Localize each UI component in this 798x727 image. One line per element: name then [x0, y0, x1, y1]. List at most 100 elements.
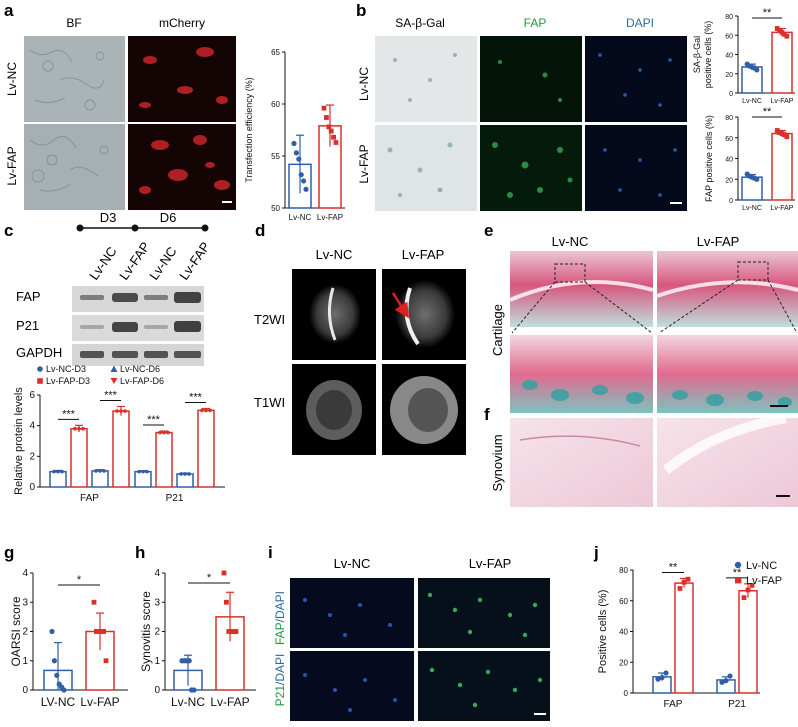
c-data-point: [102, 469, 106, 473]
g-category-label: LV-NC: [41, 695, 76, 709]
b_bottom-data-point: [754, 176, 760, 182]
panel-b-title-dapi: DAPI: [626, 16, 654, 30]
b_top-data-point: [784, 33, 790, 39]
g-significance-label: *: [77, 574, 82, 586]
b_top-ytick-label: 20: [725, 72, 733, 79]
g-y-axis-title: OARSI score: [9, 596, 23, 666]
c-bar: [155, 431, 173, 488]
g-ytick-label: 4: [22, 568, 28, 579]
c-legend-label: Lv-FAP-D6: [120, 376, 164, 386]
c-significance-label: ***: [147, 414, 161, 426]
j-ytick-label: 20: [619, 658, 628, 667]
c-data-point: [56, 469, 60, 474]
bf-image-fap: [24, 124, 125, 210]
a-y-axis-title: Transfection efficiency (%): [244, 77, 254, 183]
chart-g: 0 1 2 3 4 LV-NC Lv-FAP * OARSI score: [9, 568, 128, 709]
b_top-y-axis-title: positive cells (%): [703, 21, 713, 89]
c-significance-label: ***: [104, 390, 118, 402]
b_bottom-ytick-label: 80: [725, 115, 733, 122]
b_bottom-data-point: [774, 128, 780, 133]
panel-c-blot: D3 D6 Lv-NC Lv-FAP Lv-NC Lv-FAP FAP P21 …: [16, 210, 213, 366]
c-bar: [134, 470, 152, 488]
j-legend-marker: [735, 577, 742, 584]
j-data-point: [719, 679, 725, 685]
panel-d-mri: Lv-NC Lv-FAP T2WI T1WI: [254, 247, 466, 455]
lane-label-2: Lv-FAP: [116, 239, 153, 283]
if-row-label-fap: FAP/DAPI: [273, 591, 287, 645]
chart-b-bottom: 0 20 40 60 80 Lv-NC Lv-FAP ** FAP positive cells…: [704, 106, 795, 212]
synovium-row-label: Synovium: [490, 434, 505, 491]
j-data-point: [741, 595, 747, 601]
panel-letter-c: c: [4, 221, 13, 240]
c-legend-marker: [110, 365, 118, 372]
a-data-point: [326, 124, 332, 130]
a-data-point: [301, 178, 307, 184]
b_top-ytick-label: 0: [729, 91, 733, 98]
j-legend-marker: [734, 561, 742, 569]
h-data-point: [224, 599, 229, 605]
j-data-point: [685, 576, 691, 582]
h-y-axis-title: Synovitis score: [139, 591, 153, 672]
synovium-image-nc: [510, 418, 653, 507]
c-data-point: [166, 430, 170, 435]
a-ytick-label: 60: [271, 100, 280, 109]
c-data-point: [137, 469, 141, 474]
j-ytick-label: 0: [624, 689, 629, 698]
c-ytick-label: 4: [29, 421, 35, 432]
c-category-label: P21: [166, 493, 184, 504]
mri-row-t2wi: T2WI: [254, 312, 285, 327]
time-label-d3: D3: [100, 210, 117, 225]
chart-a: 50 55 60 65 Lv-NC Lv-FAP Transfection efficien…: [244, 48, 345, 222]
a-data-point: [296, 156, 302, 162]
h-data-point: [233, 629, 239, 634]
j-bar: [738, 590, 758, 694]
h-ytick-label: 4: [154, 568, 160, 579]
j-significance-label: **: [733, 567, 742, 579]
c-data-point: [60, 469, 64, 474]
panel-a-title-mcherry: mCherry: [159, 16, 205, 30]
c-data-point: [200, 408, 204, 413]
j-legend-label: Lv-FAP: [746, 575, 782, 587]
a-data-point: [293, 150, 299, 156]
c-legend-marker: [37, 378, 43, 384]
b_top-ytick-label: 80: [725, 14, 733, 21]
mcherry-image-nc: [128, 36, 236, 122]
b_bottom-category-label: Lv-FAP: [771, 205, 794, 212]
h-data-point: [221, 570, 227, 576]
j-ytick-label: 80: [619, 566, 628, 575]
mri-title-nc: Lv-NC: [316, 247, 353, 262]
panel-i-fluorescence: Lv-NC Lv-FAP FAP/DAPI P21/DAPI: [273, 556, 550, 721]
j-category-label: P21: [728, 699, 746, 710]
c-category-label: FAP: [80, 493, 99, 504]
c-legend-label: Lv-NC-D3: [46, 364, 86, 374]
panel-letter-e: e: [484, 221, 493, 240]
sagal-image-nc: [375, 36, 477, 122]
time-label-d6: D6: [160, 210, 177, 225]
c-y-axis-title: Relative protein levels: [13, 387, 25, 495]
g-data-point: [103, 658, 109, 664]
blot-label-p21: P21: [16, 318, 39, 333]
mcherry-image-fap: [128, 124, 236, 210]
g-data-point: [91, 599, 97, 605]
chart-b-top: 0 20 40 60 80 Lv-NC Lv-FAP ** SA-β-Gal positive c…: [692, 7, 795, 105]
h-data-point: [226, 629, 232, 634]
c-ytick-label: 6: [29, 390, 35, 401]
h-ytick-label: 3: [154, 597, 160, 608]
b_bottom-ytick-label: 0: [729, 198, 733, 205]
c-data-point: [52, 469, 56, 474]
j-data-point: [659, 675, 665, 681]
chart-j: 0 20 40 60 80 ** FAP ** P21 Positive cells (%) Lv-…: [597, 560, 782, 710]
c-ytick-label: 0: [29, 482, 35, 493]
panel-letter-f: f: [484, 405, 490, 424]
c-legend-marker: [110, 378, 118, 384]
panel-a-images: BF mCherry Lv-NC Lv-FAP: [5, 16, 236, 210]
j-data-point: [749, 582, 755, 588]
c-data-point: [187, 472, 191, 476]
b_bottom-ytick-label: 40: [725, 157, 733, 164]
c-data-point: [94, 469, 98, 473]
if-p21-fap: [418, 651, 550, 721]
blot-label-fap: FAP: [16, 289, 41, 304]
h-ytick-label: 0: [154, 685, 160, 696]
c-significance-label: ***: [62, 408, 76, 420]
